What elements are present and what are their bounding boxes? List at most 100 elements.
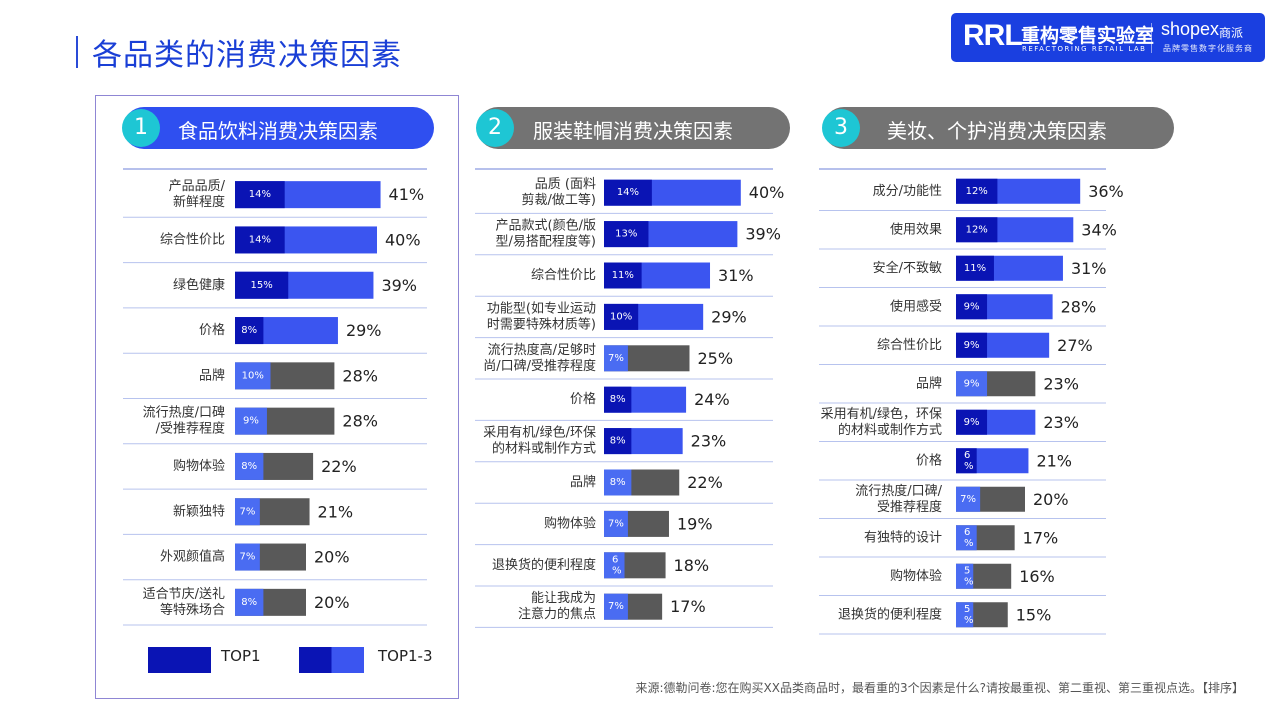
top13-value-label: 24%	[694, 390, 730, 409]
section-header-beauty: 3 美妆、个护消费决策因素	[822, 107, 1174, 149]
bar-top1	[604, 303, 639, 330]
bar-top1	[235, 226, 285, 254]
bar-top1	[956, 178, 998, 204]
bar-top1	[235, 498, 260, 526]
category-label: 综合性价比	[877, 338, 942, 353]
top13-value-label: 25%	[698, 349, 734, 368]
category-label: 采用有机/绿色，环保的材料或制作方式	[821, 406, 942, 438]
section-number-badge: 3	[822, 109, 860, 147]
logo-en-text: REFACTORING RETAIL LAB	[1022, 45, 1147, 53]
top13-value-label: 28%	[342, 412, 378, 431]
bar-top1	[235, 407, 267, 435]
category-label: 使用效果	[890, 221, 942, 237]
bar-top1	[956, 332, 988, 358]
category-label: 新颖独特	[173, 503, 225, 519]
category-label: 适合节庆/送礼等特殊场合	[143, 586, 225, 618]
top13-value-label: 20%	[1033, 490, 1069, 509]
top13-value-label: 15%	[1016, 605, 1052, 624]
bar-top1	[956, 217, 998, 243]
category-label: 品质 (面料剪裁/做工等)	[522, 177, 596, 208]
top1-value-label: 10%	[242, 370, 264, 381]
top1-value-label: 5%	[964, 604, 974, 626]
top13-value-label: 34%	[1081, 220, 1117, 239]
top13-value-label: 28%	[1061, 297, 1097, 316]
top13-value-label: 31%	[1071, 259, 1107, 278]
top13-value-label: 23%	[691, 432, 727, 451]
top1-value-label: 9%	[964, 301, 980, 312]
category-label: 退换货的便利程度	[492, 557, 596, 573]
top1-value-label: 12%	[966, 186, 988, 197]
section-header-apparel: 2 服装鞋帽消费决策因素	[476, 107, 790, 149]
category-label: 使用感受	[890, 298, 942, 314]
top13-value-label: 39%	[745, 225, 781, 244]
logo-separator	[1151, 23, 1152, 53]
category-label: 退换货的便利程度	[838, 606, 942, 622]
top13-value-label: 22%	[321, 457, 357, 476]
category-label: 采用有机/绿色/环保的材料或制作方式	[483, 425, 596, 457]
top1-value-label: 9%	[964, 378, 980, 389]
top1-value-label: 8%	[241, 597, 257, 608]
bar-top1	[604, 179, 652, 206]
top13-value-label: 20%	[314, 593, 350, 612]
logo-shopex-cn-text: 商派	[1219, 26, 1244, 40]
top13-value-label: 21%	[318, 502, 354, 521]
top13-value-label: 28%	[342, 366, 378, 385]
top1-value-label: 6%	[964, 527, 974, 549]
category-label: 安全/不致敏	[873, 260, 942, 276]
legend-label-top13: TOP1-3	[378, 647, 433, 665]
bar-top1	[235, 452, 264, 480]
category-label: 品牌	[570, 474, 596, 490]
top13-value-label: 17%	[670, 597, 706, 616]
category-label: 价格	[916, 452, 942, 468]
top13-value-label: 29%	[711, 307, 747, 326]
top13-value-label: 27%	[1057, 336, 1093, 355]
top13-value-label: 40%	[385, 230, 421, 249]
category-label: 价格	[570, 391, 596, 407]
bar-top1	[604, 262, 642, 289]
bar-top1	[956, 371, 988, 397]
top13-value-label: 18%	[674, 556, 710, 575]
category-label: 绿色健康	[173, 277, 225, 293]
bar-top1	[604, 428, 632, 455]
legend-swatch-top13	[299, 647, 364, 673]
page-title: 各品类的消费决策因素	[92, 38, 402, 73]
top13-value-label: 36%	[1088, 182, 1124, 201]
bar-top1	[604, 552, 625, 579]
top13-value-label: 20%	[314, 548, 350, 567]
top13-value-label: 41%	[389, 185, 425, 204]
category-label: 产品品质/新鲜程度	[169, 179, 226, 210]
logo-shopex-text: shopex	[1161, 19, 1220, 39]
title-accent-bar	[76, 36, 78, 68]
category-label: 有独特的设计	[864, 529, 942, 545]
bar-top1	[956, 486, 981, 512]
bar-top1	[604, 345, 628, 372]
section-header-food: 1 食品饮料消费决策因素	[122, 107, 434, 149]
bar-top1	[956, 294, 988, 320]
top1-value-label: 9%	[964, 340, 980, 351]
top1-value-label: 14%	[617, 187, 639, 198]
bar-top1	[604, 510, 628, 537]
category-label: 流行热度高/足够时尚/口碑/受推荐程度	[483, 342, 596, 374]
top1-value-label: 5%	[964, 565, 974, 587]
category-label: 流行热度/口碑/受推荐程度	[143, 405, 225, 437]
bar-top1	[956, 563, 974, 589]
category-label: 综合性价比	[160, 232, 225, 247]
top1-value-label: 13%	[615, 229, 637, 240]
food-panel-border	[95, 95, 459, 699]
top1-value-label: 8%	[610, 477, 626, 488]
bar-top1	[604, 469, 632, 496]
bar-top1	[956, 255, 994, 281]
top1-value-label: 9%	[243, 416, 259, 427]
category-label: 流行热度/口碑/受推荐程度	[855, 483, 942, 515]
top13-value-label: 21%	[1036, 451, 1072, 470]
category-label: 品牌	[199, 367, 225, 383]
bar-top1	[956, 409, 988, 435]
top1-value-label: 14%	[249, 189, 271, 200]
top1-value-label: 15%	[251, 280, 273, 291]
top1-value-label: 7%	[608, 601, 624, 612]
legend-label-top1: TOP1	[221, 647, 261, 665]
top13-value-label: 17%	[1023, 528, 1059, 547]
bar-top1	[235, 317, 264, 345]
section-title: 食品饮料消费决策因素	[178, 119, 378, 143]
